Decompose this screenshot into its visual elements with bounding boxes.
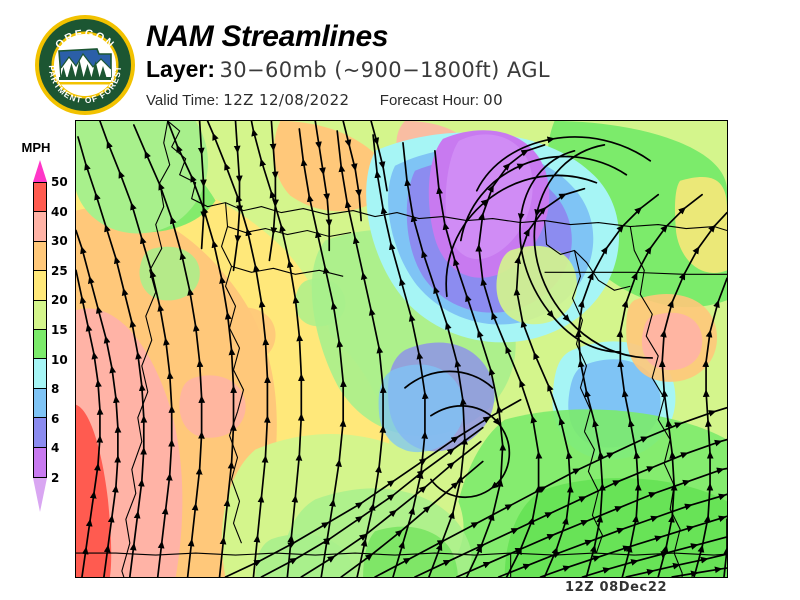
oregon-department-of-forestry-logo: OREGON DEPARTMENT OF FORESTRY [29,5,137,117]
colorbar-tick-2: 2 [51,471,60,485]
page-title: NAM Streamlines [146,20,389,53]
valid-time-label: Valid Time: [146,92,220,109]
colorbar-band-4-6 [34,418,46,448]
colorbar-under-range-arrow [33,478,47,512]
colorbar-tick-10: 10 [51,352,68,367]
streamline-map[interactable] [75,120,728,578]
colorbar-band-15-20 [34,300,46,330]
colorbar-tick-50: 50 [51,175,68,189]
streamlines [76,121,727,577]
colorbar-band-30-40 [34,212,46,242]
colorbar-band-25-30 [34,241,46,272]
colorbar-band-20-25 [34,271,46,301]
colorbar-tick-25: 25 [51,263,68,278]
colorbar-gradient [33,160,47,512]
layer-line: Layer: 30−60mb (~900−1800ft) AGL [146,55,786,87]
map-timestamp: 12Z 08Dec22 [565,580,668,595]
colorbar-units-label: MPH [21,140,51,155]
colorbar-tick-15: 15 [51,323,68,337]
colorbar-band-stack [33,182,47,478]
forecast-hour-value: 00 [483,91,504,109]
colorbar-tick-30: 30 [51,234,68,249]
time-line: Valid Time: 12Z 12/08/2022 Forecast Hour… [146,90,786,111]
forecast-hour-label: Forecast Hour: [379,92,479,109]
speed-field [76,121,727,577]
colorbar-tick-20: 20 [51,293,68,308]
colorbar-tick-6: 6 [51,411,60,426]
colorbar-band-40-50 [34,183,46,213]
layer-label: Layer: [146,56,216,82]
colorbar-band-8-10 [34,359,46,389]
colorbar-tick-4: 4 [51,441,60,456]
colorbar-tick-labels: 50 40 30 25 20 15 10 8 6 4 2 [51,160,81,512]
header: OREGON DEPARTMENT OF FORESTRY NAM Stream… [0,0,800,118]
colorbar-band-10-15 [34,329,46,360]
colorbar-over-range-arrow [33,160,47,182]
wind-speed-colorbar: MPH 50 40 30 25 20 15 10 8 6 4 2 [8,140,72,530]
colorbar-band-2-4 [34,447,46,477]
colorbar-tick-40: 40 [51,204,68,219]
valid-time-value: 12Z 12/08/2022 [223,91,350,109]
seal-icon: OREGON DEPARTMENT OF FORESTRY [29,5,135,115]
layer-value: 30−60mb (~900−1800ft) AGL [219,58,551,82]
colorbar-band-6-8 [34,388,46,419]
title-block: NAM Streamlines Layer: 30−60mb (~900−180… [146,20,786,111]
map-canvas [76,121,727,577]
colorbar-tick-8: 8 [51,382,60,397]
